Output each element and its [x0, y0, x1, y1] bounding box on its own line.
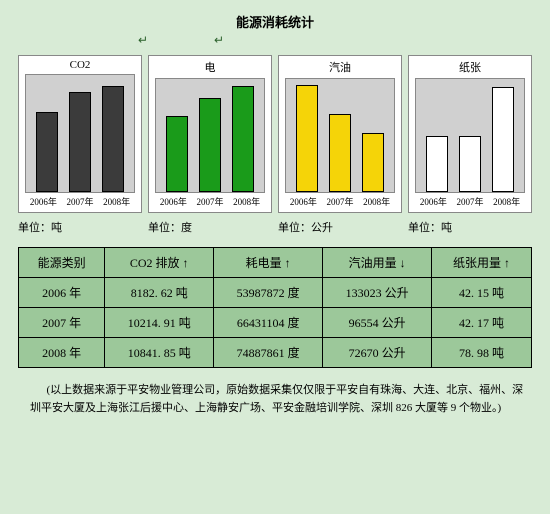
chart-box: 电 2006年 2007年 2008年 — [148, 55, 272, 213]
chart-bar — [199, 98, 221, 192]
axis-label: 2006年 — [160, 195, 187, 208]
chart-bar — [426, 136, 448, 192]
table-cell: 8182. 62 吨 — [105, 278, 214, 308]
data-table: 能源类别CO2 排放 ↑耗电量 ↑汽油用量 ↓纸张用量 ↑2006 年8182.… — [18, 247, 532, 368]
chart-bar — [329, 114, 351, 192]
table-row: 2006 年8182. 62 吨53987872 度133023 公升42. 1… — [19, 278, 532, 308]
chart-bar — [492, 87, 514, 192]
chart-axis: 2006年 2007年 2008年 — [279, 193, 401, 212]
table-cell: 78. 98 吨 — [432, 338, 532, 368]
chart-bar — [459, 136, 481, 192]
axis-label: 2008年 — [233, 195, 260, 208]
axis-label: 2007年 — [326, 195, 353, 208]
chart-axis: 2006年 2007年 2008年 — [19, 193, 141, 212]
chart-plot — [285, 78, 395, 193]
unit-label: 单位：度 — [148, 217, 272, 237]
chart-title: 纸张 — [409, 56, 531, 78]
chart-box: 汽油 2006年 2007年 2008年 — [278, 55, 402, 213]
unit-label: 单位：公升 — [278, 217, 402, 237]
page-title: 能源消耗统计 — [0, 0, 550, 33]
table-cell: 42. 15 吨 — [432, 278, 532, 308]
line-marker: ↵ — [138, 33, 148, 48]
axis-label: 2007年 — [66, 195, 93, 208]
chart-plot — [155, 78, 265, 193]
table-header-cell: 汽油用量 ↓ — [323, 248, 432, 278]
chart-plot — [415, 78, 525, 193]
chart-bar — [166, 116, 188, 192]
axis-label: 2008年 — [363, 195, 390, 208]
axis-label: 2007年 — [456, 195, 483, 208]
table-header-row: 能源类别CO2 排放 ↑耗电量 ↑汽油用量 ↓纸张用量 ↑ — [19, 248, 532, 278]
chart-axis: 2006年 2007年 2008年 — [409, 193, 531, 212]
table-cell: 2007 年 — [19, 308, 105, 338]
chart-bar — [36, 112, 58, 192]
marker-row: ↵ ↵ — [0, 33, 550, 51]
axis-label: 2007年 — [196, 195, 223, 208]
table-row: 2008 年10841. 85 吨74887861 度72670 公升78. 9… — [19, 338, 532, 368]
table-cell: 133023 公升 — [323, 278, 432, 308]
chart-title: CO2 — [19, 56, 141, 74]
table-cell: 10841. 85 吨 — [105, 338, 214, 368]
table-header-cell: 能源类别 — [19, 248, 105, 278]
chart-bar — [296, 85, 318, 192]
units-row: 单位：吨单位：度单位：公升单位：吨 — [0, 213, 550, 237]
table-header-cell: 耗电量 ↑ — [214, 248, 323, 278]
table-cell: 53987872 度 — [214, 278, 323, 308]
footnote: (以上数据来源于平安物业管理公司，原始数据采集仅仅限于平安自有珠海、大连、北京、… — [0, 368, 550, 417]
table-header-cell: CO2 排放 ↑ — [105, 248, 214, 278]
table-header-cell: 纸张用量 ↑ — [432, 248, 532, 278]
table-cell: 2008 年 — [19, 338, 105, 368]
axis-label: 2006年 — [30, 195, 57, 208]
table-cell: 72670 公升 — [323, 338, 432, 368]
table-cell: 74887861 度 — [214, 338, 323, 368]
table-cell: 42. 17 吨 — [432, 308, 532, 338]
table-cell: 10214. 91 吨 — [105, 308, 214, 338]
chart-box: CO2 2006年 2007年 2008年 — [18, 55, 142, 213]
unit-label: 单位：吨 — [18, 217, 142, 237]
chart-box: 纸张 2006年 2007年 2008年 — [408, 55, 532, 213]
axis-label: 2008年 — [103, 195, 130, 208]
page-root: 能源消耗统计 ↵ ↵ CO2 2006年 2007年 2008年 电 2006年 2007年… — [0, 0, 550, 514]
chart-plot — [25, 74, 135, 193]
table-cell: 66431104 度 — [214, 308, 323, 338]
chart-title: 电 — [149, 56, 271, 78]
table-cell: 2006 年 — [19, 278, 105, 308]
chart-bar — [69, 92, 91, 192]
axis-label: 2006年 — [420, 195, 447, 208]
axis-label: 2006年 — [290, 195, 317, 208]
table-row: 2007 年10214. 91 吨66431104 度96554 公升42. 1… — [19, 308, 532, 338]
chart-bar — [102, 86, 124, 192]
chart-bar — [362, 133, 384, 192]
axis-label: 2008年 — [493, 195, 520, 208]
chart-title: 汽油 — [279, 56, 401, 78]
line-marker: ↵ — [214, 33, 224, 48]
charts-row: CO2 2006年 2007年 2008年 电 2006年 2007年 2008年 汽油 2006… — [0, 51, 550, 213]
chart-axis: 2006年 2007年 2008年 — [149, 193, 271, 212]
chart-bar — [232, 86, 254, 192]
unit-label: 单位：吨 — [408, 217, 532, 237]
table-cell: 96554 公升 — [323, 308, 432, 338]
